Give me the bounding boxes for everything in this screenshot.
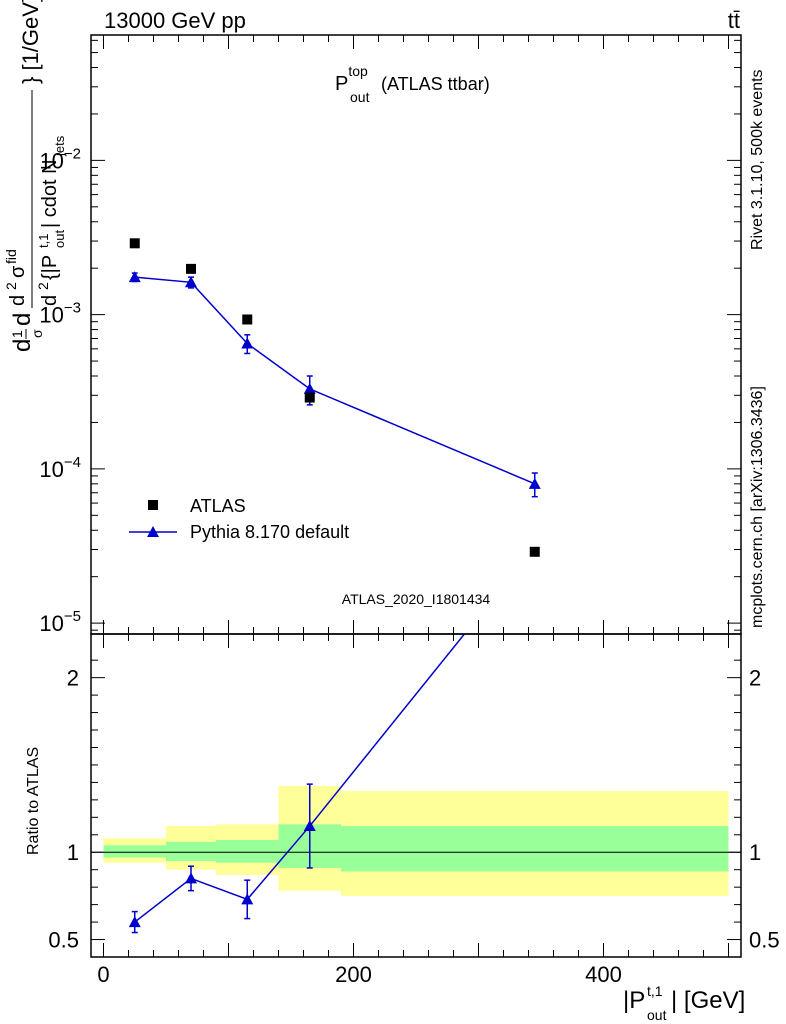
ratio-y-tick-label-right: 2 <box>749 666 761 691</box>
ratio-y-tick-label-right: 1 <box>749 840 761 865</box>
ylabel-d: d <box>9 339 36 352</box>
xlabel-p: |P <box>623 987 645 1014</box>
side-label-mcplots: mcplots.cern.ch [arXiv:1306.3436] <box>749 386 766 628</box>
legend-atlas-marker <box>148 500 158 510</box>
y-tick-label: 10−3 <box>39 300 81 328</box>
ylabel-den-jets: jets <box>52 135 67 157</box>
pythia-marker <box>185 276 197 288</box>
ratio-y-tick-label: 1 <box>67 840 79 865</box>
pythia-line <box>134 276 536 485</box>
atlas-marker <box>304 392 315 403</box>
ratio-band-green <box>166 841 216 861</box>
header-left: 13000 GeV pp <box>104 8 246 33</box>
y-tick-label: 10−4 <box>39 454 81 482</box>
legend-pythia-label: Pythia 8.170 default <box>190 522 349 542</box>
pythia-marker <box>241 337 254 349</box>
ylabel-num-d: d <box>7 295 29 306</box>
ylabel-den-sup: t,1 <box>36 234 51 248</box>
xlabel-sup: t,1 <box>647 983 663 999</box>
ratio-marker <box>303 820 316 832</box>
ratio-marker <box>185 872 197 884</box>
ratio-marker <box>128 916 141 928</box>
x-tick-label: 0 <box>97 962 109 987</box>
x-tick-label: 400 <box>585 962 622 987</box>
ratio-y-tick-label-right: 0.5 <box>749 928 780 953</box>
ylabel-den-p: {|P <box>39 255 61 280</box>
pythia-marker <box>303 382 316 394</box>
ylabel-den-sub: out <box>52 230 67 248</box>
ratio-ylabel-text: Ratio to ATLAS <box>25 747 42 855</box>
x-axis-label: |P t,1 out| [GeV] <box>623 983 745 1023</box>
analysis-id: ATLAS_2020_I1801434 <box>342 591 491 607</box>
ratio-y-tick-label: 2 <box>67 666 79 691</box>
xlabel-sub: out <box>647 1007 667 1023</box>
legend-pythia-marker <box>147 526 159 537</box>
ratio-marker <box>241 893 254 905</box>
upper-plot-frame <box>90 34 742 635</box>
side-label-rivet-text: Rivet 3.1.10, 500k events <box>749 69 766 250</box>
ylabel-den-cdot: | cdot N <box>39 159 61 228</box>
ratio-y-tick-label: 0.5 <box>48 928 79 953</box>
pythia-marker <box>128 271 141 283</box>
ratio-band-green <box>103 845 166 858</box>
y-tick-label: 10−2 <box>39 145 81 173</box>
atlas-marker <box>529 546 540 557</box>
ratio-band-green <box>216 840 279 863</box>
plot-title: Ptop out (ATLAS ttbar) <box>335 63 490 105</box>
side-label-rivet: Rivet 3.1.10, 500k events <box>749 69 766 250</box>
atlas-marker <box>129 238 140 249</box>
ylabel-num-exp: 2 <box>3 282 19 290</box>
ylabel-d2: d <box>9 313 36 326</box>
atlas-marker <box>186 263 196 274</box>
ylabel-sigma: σ <box>29 329 45 338</box>
header-right: tt̄ <box>728 8 740 33</box>
ylabel-den-exp: 2 <box>35 282 51 290</box>
x-tick-label: 200 <box>335 962 372 987</box>
side-label-mcplots-text: mcplots.cern.ch [arXiv:1306.3436] <box>749 386 766 628</box>
lower-y-axis-label: Ratio to ATLAS <box>25 747 42 855</box>
ylabel-num-sigma: σ <box>7 265 29 278</box>
ylabel-den-d: d <box>39 295 61 306</box>
legend-atlas-label: ATLAS <box>190 496 246 516</box>
atlas-marker <box>242 314 253 325</box>
pythia-marker <box>528 477 541 489</box>
ylabel-num-sub: fid <box>3 249 19 264</box>
xlabel-units: | [GeV] <box>671 987 745 1014</box>
ylabel-units: } [1/GeV] <box>18 0 43 84</box>
ratio-band-green <box>341 826 729 872</box>
y-tick-label: 10−5 <box>39 608 81 636</box>
ylabel-one: 1 <box>9 330 25 338</box>
lower-plot-frame <box>90 633 742 958</box>
